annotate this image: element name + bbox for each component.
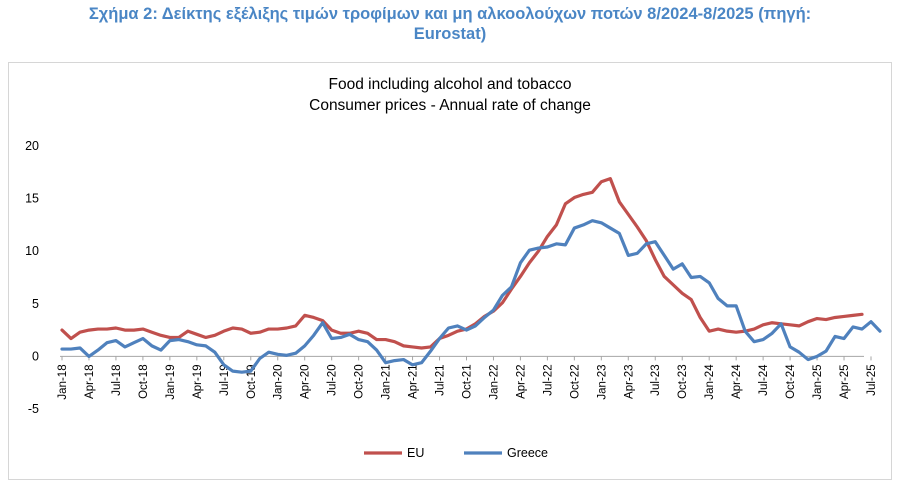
figure-caption-line-2: Eurostat)	[413, 25, 487, 43]
y-tick-label: 15	[25, 192, 39, 206]
x-tick-label: Jul-22	[542, 364, 554, 395]
x-tick-label: Apr-22	[515, 364, 527, 399]
series-line-greece	[60, 219, 882, 374]
series-lines	[60, 177, 882, 374]
y-tick-label: 20	[25, 139, 39, 153]
x-tick-label: Jan-25	[812, 364, 824, 399]
y-tick-label: -5	[28, 402, 39, 416]
legend: EU Greece	[364, 446, 548, 460]
x-tick-label: Jan-19	[165, 364, 177, 399]
figure-caption: Σχήμα 2: Δείκτης εξέλιξης τιμών τροφίμων…	[0, 4, 900, 44]
chart-frame: Food including alcohol and tobacco Consu…	[8, 62, 892, 480]
x-tick-label: Apr-25	[839, 364, 851, 399]
x-tick-label: Jul-19	[219, 364, 231, 395]
x-tick-label: Apr-23	[623, 364, 635, 399]
x-tick-label: Jan-23	[596, 364, 608, 399]
x-tick-label: Oct-22	[569, 364, 581, 399]
x-tick-label: Oct-18	[138, 364, 150, 399]
x-tick-label: Jan-18	[57, 364, 69, 399]
x-tick-label: Apr-20	[300, 364, 312, 399]
y-tick-label: 5	[32, 297, 39, 311]
x-tick-label: Jul-18	[111, 364, 123, 395]
y-tick-label: 10	[25, 244, 39, 258]
x-tick-label: Jan-24	[704, 364, 716, 400]
x-axis-ticks: Jan-18 Apr-18 Jul-18 Oct-18 Jan-19 Apr-19 Jul-…	[57, 356, 878, 400]
x-tick-label: Oct-20	[354, 364, 366, 399]
x-tick-label: Jul-21	[435, 364, 447, 395]
x-tick-label: Apr-18	[84, 364, 96, 399]
x-tick-label: Jan-20	[273, 364, 285, 399]
x-tick-label: Oct-24	[785, 364, 797, 399]
x-tick-label: Jul-20	[327, 364, 339, 395]
x-tick-label: Apr-24	[731, 364, 743, 399]
x-tick-label: Oct-19	[246, 364, 258, 399]
x-tick-label: Apr-21	[408, 364, 420, 399]
y-tick-label: 0	[32, 349, 39, 363]
figure-caption-line-1: Σχήμα 2: Δείκτης εξέλιξης τιμών τροφίμων…	[88, 5, 812, 23]
x-tick-label: Oct-21	[461, 364, 473, 399]
x-tick-label: Jul-25	[866, 364, 878, 395]
legend-label-eu: EU	[407, 446, 424, 460]
x-tick-label: Jan-22	[488, 364, 500, 399]
legend-label-greece: Greece	[507, 446, 548, 460]
x-tick-label: Jan-21	[381, 364, 393, 399]
x-tick-label: Jul-24	[758, 364, 770, 396]
chart-subtitle: Consumer prices - Annual rate of change	[309, 97, 591, 114]
y-axis-ticks: -5 0 5 10 15 20	[25, 139, 39, 416]
series-line-eu	[60, 177, 864, 350]
x-tick-label: Oct-23	[677, 364, 689, 399]
x-tick-label: Jul-23	[650, 364, 662, 395]
x-tick-label: Apr-19	[192, 364, 204, 399]
chart-title: Food including alcohol and tobacco	[328, 76, 571, 93]
line-chart: Food including alcohol and tobacco Consu…	[25, 76, 882, 460]
